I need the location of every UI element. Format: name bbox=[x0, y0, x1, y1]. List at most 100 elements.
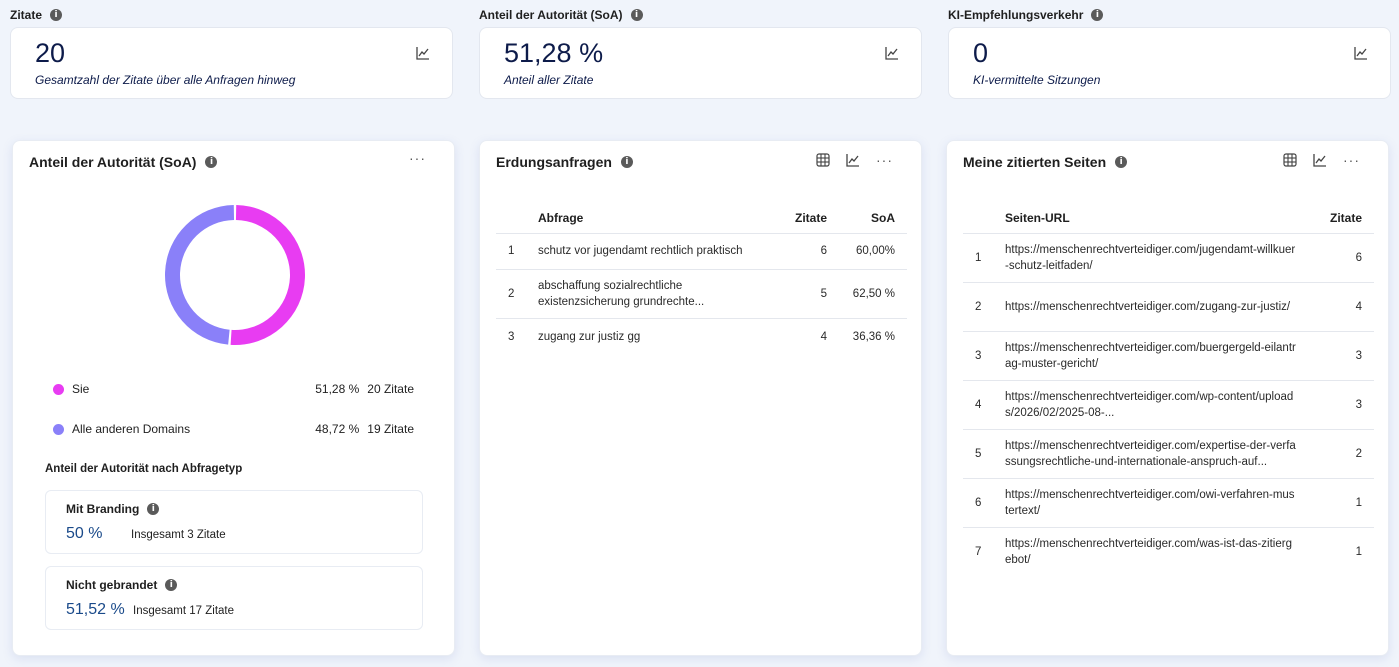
row-url[interactable]: https://menschenrechtverteidiger.com/jug… bbox=[1005, 243, 1296, 272]
legend-percentage: 48,72 % bbox=[315, 422, 360, 436]
type-title-text: Mit Branding bbox=[66, 502, 140, 516]
table-row[interactable]: 3 zugang zur justiz gg 4 36,36 % bbox=[496, 318, 907, 356]
info-icon[interactable]: i bbox=[1091, 9, 1104, 21]
row-index: 4 bbox=[975, 398, 982, 411]
row-url[interactable]: https://menschenrechtverteidiger.com/was… bbox=[1005, 537, 1292, 566]
row-url[interactable]: https://menschenrechtverteidiger.com/bue… bbox=[1005, 341, 1296, 370]
kpi-subtitle: Anteil aller Zitate bbox=[504, 73, 594, 87]
row-url[interactable]: https://menschenrechtverteidiger.com/wp-… bbox=[1005, 390, 1294, 419]
more-options-icon[interactable]: ··· bbox=[876, 152, 893, 168]
kpi-value: 0 bbox=[973, 38, 989, 68]
legend-swatch bbox=[53, 383, 64, 395]
info-icon[interactable]: i bbox=[165, 579, 178, 591]
info-icon[interactable]: i bbox=[205, 156, 218, 168]
type-total: Insgesamt 3 Zitate bbox=[131, 529, 226, 541]
donut-slice-others[interactable] bbox=[165, 205, 235, 345]
row-url[interactable]: https://menschenrechtverteidiger.com/exp… bbox=[1005, 439, 1296, 468]
trend-chart-icon[interactable] bbox=[1313, 153, 1327, 167]
table-view-icon[interactable] bbox=[816, 153, 830, 167]
row-index: 7 bbox=[975, 545, 982, 558]
row-citations: 4 bbox=[1355, 300, 1362, 313]
table-row[interactable]: 1 https://menschenrechtverteidiger.com/ju… bbox=[963, 233, 1374, 282]
soa-by-type-heading: Anteil der Autorität nach Abfragetyp bbox=[45, 463, 243, 475]
row-citations: 1 bbox=[1355, 496, 1362, 509]
kpi-value: 20 bbox=[35, 38, 66, 68]
trend-chart-icon[interactable] bbox=[846, 153, 860, 167]
table-row[interactable]: 3 https://menschenrechtverteidiger.com/bu… bbox=[963, 331, 1374, 380]
type-percentage: 50 % bbox=[66, 525, 103, 542]
info-icon[interactable]: i bbox=[1115, 156, 1128, 168]
info-icon[interactable]: i bbox=[620, 156, 633, 168]
row-index: 3 bbox=[975, 349, 982, 362]
table-row[interactable]: 2 abschaffung sozialrechtliche existenzs… bbox=[496, 269, 907, 318]
info-icon[interactable]: i bbox=[630, 9, 643, 21]
panel-tools: ··· bbox=[1283, 153, 1360, 167]
table-row[interactable]: 2 https://menschenrechtverteidiger.com/zu… bbox=[963, 282, 1374, 331]
row-index: 3 bbox=[508, 331, 515, 344]
kpi-label-text: KI-Empfehlungsverkehr bbox=[948, 8, 1084, 22]
type-title-text: Nicht gebrandet bbox=[66, 578, 158, 592]
kpi-label-text: Anteil der Autorität (SoA) bbox=[479, 8, 623, 22]
table-row[interactable]: 7 https://menschenrechtverteidiger.com/wa… bbox=[963, 527, 1374, 576]
legend-item-you: Sie 51,28 % 20 Zitate bbox=[53, 382, 414, 396]
header-query[interactable]: Abfrage bbox=[538, 210, 584, 225]
donut-slice-you[interactable] bbox=[230, 205, 305, 345]
soa-donut-chart bbox=[165, 205, 305, 345]
trend-chart-icon[interactable] bbox=[1354, 46, 1368, 60]
table-row[interactable]: 1 schutz vor jugendamt rechtlich praktis… bbox=[496, 233, 907, 269]
legend-label: Sie bbox=[72, 382, 90, 396]
row-citations: 1 bbox=[1355, 545, 1362, 558]
table-row[interactable]: 4 https://menschenrechtverteidiger.com/wp… bbox=[963, 380, 1374, 429]
kpi-label-citations: Zitate i bbox=[10, 8, 63, 22]
row-soa: 62,50 % bbox=[852, 287, 895, 300]
more-options-icon[interactable]: ··· bbox=[1343, 152, 1360, 168]
header-soa[interactable]: SoA bbox=[871, 210, 895, 225]
kpi-label-ai-traffic: KI-Empfehlungsverkehr i bbox=[948, 8, 1104, 22]
type-title: Nicht gebrandet i bbox=[66, 578, 178, 592]
row-index: 5 bbox=[975, 447, 982, 460]
soa-panel: Anteil der Autorität (SoA) i ··· Sie 51,… bbox=[12, 140, 455, 656]
table-header-row: Seiten-URL Zitate bbox=[963, 203, 1374, 233]
row-url[interactable]: https://menschenrechtverteidiger.com/zug… bbox=[1005, 300, 1291, 313]
kpi-label-soa: Anteil der Autorität (SoA) i bbox=[479, 8, 643, 22]
header-citations[interactable]: Zitate bbox=[1329, 210, 1362, 225]
row-index: 6 bbox=[975, 496, 982, 509]
cited-pages-panel: Meine zitierten Seiten i ··· Seiten-URL … bbox=[946, 140, 1389, 656]
row-citations: 4 bbox=[820, 331, 827, 344]
table-row[interactable]: 5 https://menschenrechtverteidiger.com/ex… bbox=[963, 429, 1374, 478]
trend-chart-icon[interactable] bbox=[416, 46, 430, 60]
header-index bbox=[496, 203, 538, 233]
legend-swatch bbox=[53, 423, 64, 435]
kpi-card-citations: 20 Gesamtzahl der Zitate über alle Anfra… bbox=[10, 27, 453, 99]
header-citations[interactable]: Zitate bbox=[794, 210, 827, 225]
kpi-subtitle: Gesamtzahl der Zitate über alle Anfragen… bbox=[35, 73, 296, 87]
legend-item-others: Alle anderen Domains 48,72 % 19 Zitate bbox=[53, 422, 414, 436]
row-soa: 60,00% bbox=[855, 245, 895, 257]
kpi-label-text: Zitate bbox=[10, 8, 43, 22]
info-icon[interactable]: i bbox=[147, 503, 160, 515]
row-url[interactable]: https://menschenrechtverteidiger.com/owi… bbox=[1005, 488, 1295, 517]
type-card-unbranded: Nicht gebrandet i 51,52 % Insgesamt 17 Z… bbox=[45, 566, 423, 630]
trend-chart-icon[interactable] bbox=[885, 46, 899, 60]
row-citations: 5 bbox=[820, 287, 827, 300]
info-icon[interactable]: i bbox=[50, 9, 63, 21]
row-index: 2 bbox=[975, 300, 982, 313]
more-options-icon[interactable]: ··· bbox=[409, 150, 426, 166]
panel-title: Anteil der Autorität (SoA) i bbox=[29, 154, 218, 170]
row-query: zugang zur justiz gg bbox=[538, 331, 641, 344]
header-index bbox=[963, 203, 1005, 233]
legend-label: Alle anderen Domains bbox=[72, 422, 191, 436]
queries-table: Abfrage Zitate SoA 1 schutz vor jugendam… bbox=[496, 203, 907, 356]
kpi-card-ai-traffic: 0 KI-vermittelte Sitzungen bbox=[948, 27, 1391, 99]
panel-tools: ··· bbox=[816, 153, 893, 167]
panel-title: Meine zitierten Seiten i bbox=[963, 154, 1128, 170]
header-url[interactable]: Seiten-URL bbox=[1005, 210, 1070, 225]
legend-count: 20 Zitate bbox=[367, 382, 414, 396]
panel-title: Erdungsanfragen i bbox=[496, 154, 633, 170]
row-index: 1 bbox=[975, 251, 982, 264]
row-soa: 36,36 % bbox=[852, 331, 895, 344]
table-row[interactable]: 6 https://menschenrechtverteidiger.com/ow… bbox=[963, 478, 1374, 527]
table-view-icon[interactable] bbox=[1283, 153, 1297, 167]
row-query: schutz vor jugendamt rechtlich praktisch bbox=[538, 245, 743, 257]
row-citations: 2 bbox=[1355, 447, 1362, 460]
